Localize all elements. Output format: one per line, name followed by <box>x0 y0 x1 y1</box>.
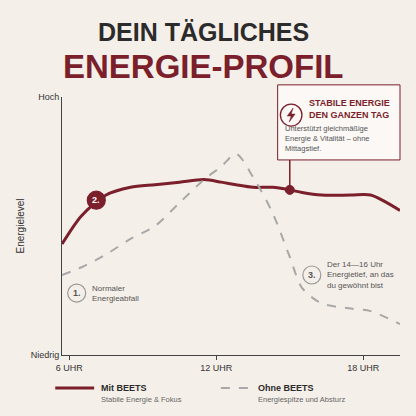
svg-text:NormalerEnergieabfall: NormalerEnergieabfall <box>92 284 139 303</box>
svg-text:2.: 2. <box>92 195 100 205</box>
svg-text:12 UHR: 12 UHR <box>200 363 233 373</box>
svg-text:Hoch: Hoch <box>38 92 59 102</box>
svg-text:6 UHR: 6 UHR <box>56 363 84 373</box>
svg-text:Stabile Energie & Fokus: Stabile Energie & Fokus <box>101 395 182 404</box>
svg-text:DEIN TÄGLICHES: DEIN TÄGLICHES <box>98 18 309 46</box>
svg-text:3.: 3. <box>308 270 316 280</box>
svg-text:ENERGIE-PROFIL: ENERGIE-PROFIL <box>63 48 344 85</box>
svg-text:Niedrig: Niedrig <box>31 350 60 360</box>
svg-text:Ohne BEETS: Ohne BEETS <box>258 383 314 393</box>
svg-text:Energiespitze und Absturz: Energiespitze und Absturz <box>258 395 345 404</box>
svg-text:Energielevel: Energielevel <box>15 198 26 253</box>
svg-text:Unterstützt gleichmäßigeEnergi: Unterstützt gleichmäßigeEnergie & Vitali… <box>285 124 370 153</box>
svg-text:Mit BEETS: Mit BEETS <box>101 383 147 393</box>
svg-text:18 UHR: 18 UHR <box>347 363 380 373</box>
svg-text:Der 14—16 UhrEnergietief, an d: Der 14—16 UhrEnergietief, an dasdu gewöh… <box>327 260 394 290</box>
svg-text:1.: 1. <box>73 288 81 298</box>
svg-text:STABILE ENERGIEDEN GANZEN TAG: STABILE ENERGIEDEN GANZEN TAG <box>309 98 390 120</box>
